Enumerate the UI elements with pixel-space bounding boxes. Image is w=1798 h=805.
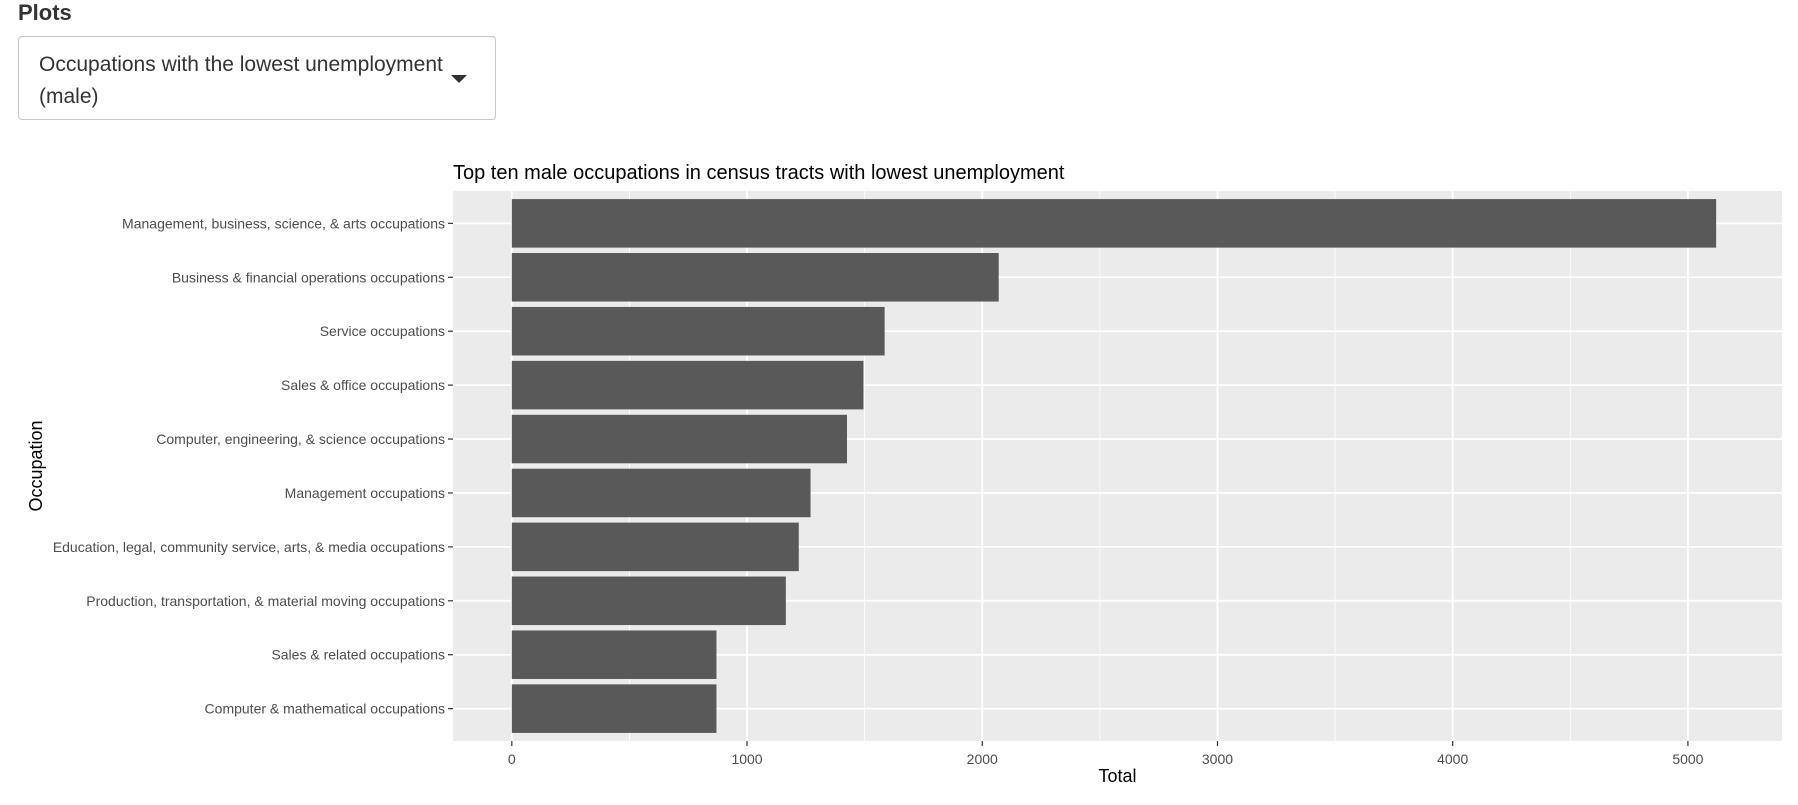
x-tick-label: 2000 — [967, 751, 998, 767]
bar — [511, 684, 717, 733]
y-tick-label: Management, business, science, & arts oc… — [122, 215, 445, 231]
plot-select-dropdown[interactable]: Occupations with the lowest unemployment… — [18, 36, 496, 120]
y-tick-label: Management occupations — [285, 485, 445, 501]
bar — [511, 306, 885, 356]
section-title: Plots — [18, 0, 72, 25]
y-axis-title: Occupation — [26, 420, 46, 511]
bar — [511, 360, 864, 410]
plot-select-value: Occupations with the lowest unemployment… — [39, 53, 443, 108]
y-tick-label: Sales & office occupations — [281, 377, 445, 393]
bar — [511, 468, 811, 518]
y-tick-label: Computer & mathematical occupations — [205, 701, 445, 717]
y-tick-label: Education, legal, community service, art… — [53, 539, 445, 555]
x-axis-title: Total — [1098, 766, 1136, 786]
y-tick-label: Sales & related occupations — [271, 647, 445, 663]
bar — [511, 414, 847, 464]
bar — [511, 199, 1717, 248]
y-tick-label: Computer, engineering, & science occupat… — [156, 431, 445, 447]
bar — [511, 576, 786, 626]
bar — [511, 253, 999, 302]
y-tick-label: Business & financial operations occupati… — [172, 269, 445, 285]
x-tick-label: 4000 — [1437, 751, 1468, 767]
y-tick-label: Production, transportation, & material m… — [86, 593, 445, 609]
x-tick-label: 3000 — [1202, 751, 1233, 767]
bar — [511, 522, 799, 572]
x-tick-label: 0 — [508, 751, 516, 767]
x-tick-label: 1000 — [731, 751, 762, 767]
caret-down-icon[interactable] — [451, 75, 467, 83]
chart-title: Top ten male occupations in census tract… — [453, 162, 1065, 184]
bar-chart: Top ten male occupations in census tract… — [26, 162, 1782, 786]
bar — [511, 630, 717, 679]
x-tick-label: 5000 — [1672, 751, 1703, 767]
y-tick-label: Service occupations — [320, 323, 445, 339]
